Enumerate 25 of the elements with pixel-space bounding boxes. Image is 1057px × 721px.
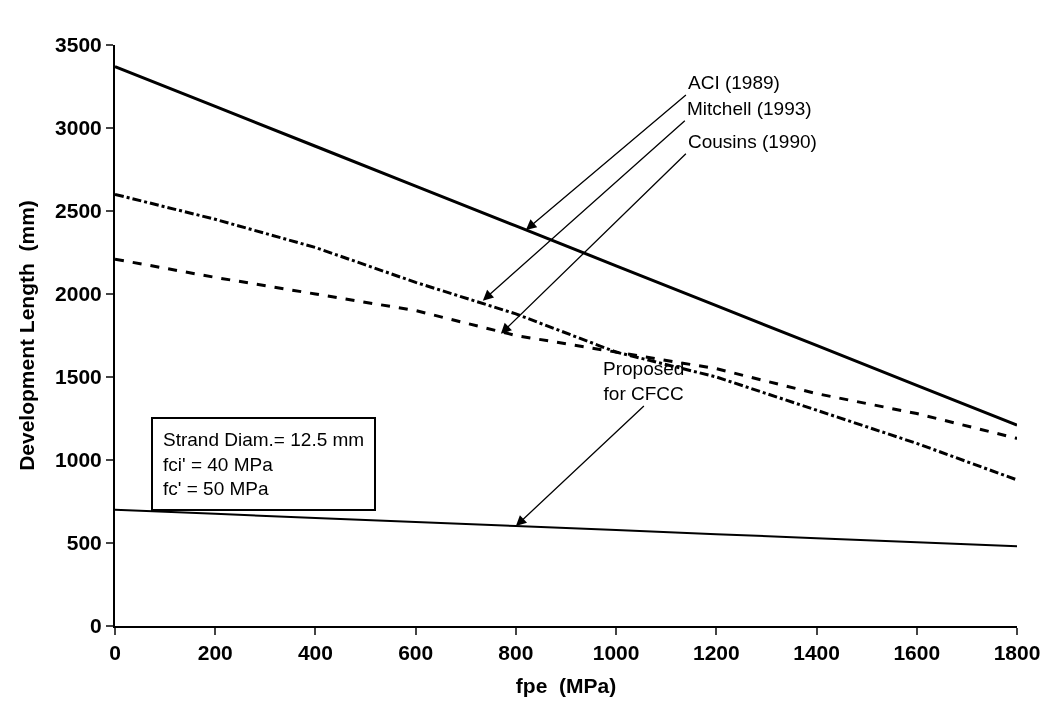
y-tick-label: 1500 <box>55 365 102 389</box>
y-axis-title: Development Length (mm) <box>14 200 38 471</box>
x-tick-label: 200 <box>197 641 233 665</box>
x-tick-label: 600 <box>398 641 434 665</box>
annotation: Cousins (1990) <box>688 131 817 152</box>
y-tick-label: 3500 <box>55 33 102 57</box>
y-tick-label: 2000 <box>55 282 102 306</box>
annotation: Strand Diam.= 12.5 mm fci' = 40 MPa fc' = 50 MPa <box>163 429 365 500</box>
y-tick-label: 1000 <box>55 448 102 472</box>
x-tick-label: 400 <box>297 641 333 665</box>
y-tick-label: 0 <box>90 614 102 638</box>
x-tick-label: 800 <box>498 641 534 665</box>
x-tick-label: 0 <box>109 641 121 665</box>
x-tick-label: 1000 <box>592 641 640 665</box>
y-tick-label: 2500 <box>55 199 102 223</box>
annotation: ACI (1989) <box>688 72 780 93</box>
annotation: Proposed for CFCC <box>603 358 685 404</box>
y-tick-label: 3000 <box>55 116 102 140</box>
x-axis-title: fpe (MPa) <box>515 673 617 697</box>
annotation: Mitchell (1993) <box>687 98 812 119</box>
x-tick-label: 1400 <box>793 641 840 665</box>
x-tick-label: 1800 <box>993 641 1041 665</box>
x-tick-label: 1600 <box>893 641 941 665</box>
x-tick-label: 1200 <box>692 641 740 665</box>
y-tick-label: 500 <box>66 531 102 555</box>
